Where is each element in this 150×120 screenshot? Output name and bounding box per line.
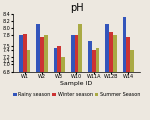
Bar [54, 48, 57, 120]
Bar [109, 32, 113, 120]
Bar [23, 33, 27, 120]
Bar [78, 24, 82, 120]
Bar [40, 37, 44, 120]
Bar [75, 35, 78, 120]
X-axis label: Sample ID: Sample ID [60, 81, 93, 86]
Bar [113, 35, 117, 120]
Bar [44, 35, 48, 120]
Bar [123, 17, 126, 120]
Legend: Rainy season, Winter season, Summer Season: Rainy season, Winter season, Summer Seas… [11, 90, 142, 99]
Bar [92, 50, 96, 120]
Bar [61, 57, 65, 120]
Bar [105, 24, 109, 120]
Bar [88, 41, 92, 120]
Bar [36, 24, 40, 120]
Bar [130, 50, 134, 120]
Bar [71, 35, 75, 120]
Bar [57, 46, 61, 120]
Bar [126, 37, 130, 120]
Title: pH: pH [70, 3, 83, 13]
Bar [19, 35, 23, 120]
Bar [96, 48, 99, 120]
Bar [27, 50, 30, 120]
